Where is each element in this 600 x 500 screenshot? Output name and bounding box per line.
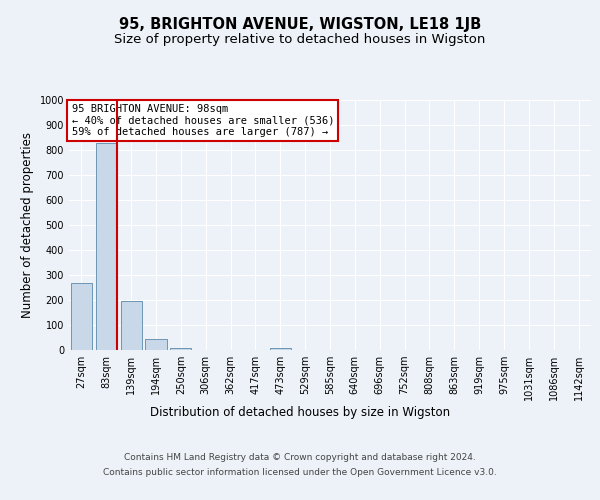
Bar — [170, 348, 191, 350]
Text: Contains HM Land Registry data © Crown copyright and database right 2024.: Contains HM Land Registry data © Crown c… — [124, 453, 476, 462]
Text: Contains public sector information licensed under the Open Government Licence v3: Contains public sector information licen… — [103, 468, 497, 477]
Text: 95 BRIGHTON AVENUE: 98sqm
← 40% of detached houses are smaller (536)
59% of deta: 95 BRIGHTON AVENUE: 98sqm ← 40% of detac… — [71, 104, 334, 137]
Bar — [270, 348, 291, 350]
Text: 95, BRIGHTON AVENUE, WIGSTON, LE18 1JB: 95, BRIGHTON AVENUE, WIGSTON, LE18 1JB — [119, 18, 481, 32]
Text: Size of property relative to detached houses in Wigston: Size of property relative to detached ho… — [115, 32, 485, 46]
Bar — [96, 142, 117, 350]
Bar — [121, 300, 142, 350]
Text: Distribution of detached houses by size in Wigston: Distribution of detached houses by size … — [150, 406, 450, 419]
Bar — [145, 339, 167, 350]
Bar — [71, 282, 92, 350]
Y-axis label: Number of detached properties: Number of detached properties — [21, 132, 34, 318]
